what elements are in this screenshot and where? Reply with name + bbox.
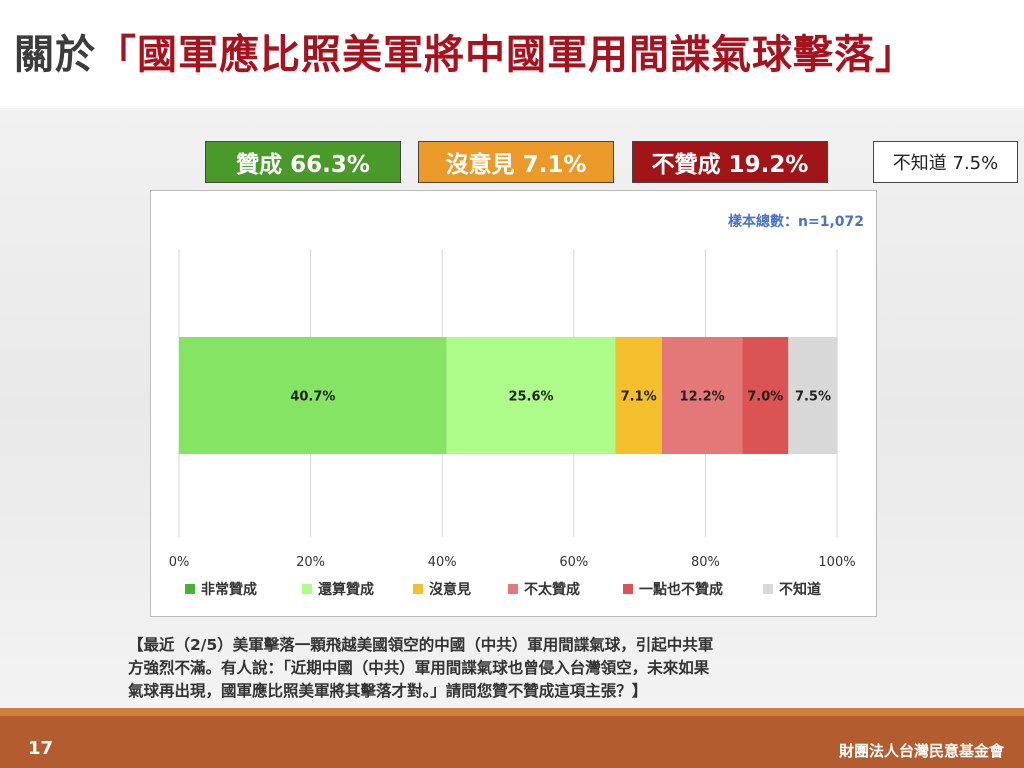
legend-swatch [185, 584, 195, 594]
x-tick-label: 0% [169, 555, 190, 570]
bar-segment [615, 337, 662, 454]
legend-label: 不太贊成 [524, 581, 580, 598]
bar-value-label: 7.1% [621, 390, 657, 405]
page-title: 關於「國軍應比照美軍將中國軍用間諜氣球擊落」 [14, 22, 916, 80]
bar-value-label: 40.7% [290, 390, 335, 405]
summary-neutral-box: 沒意見 7.1% [418, 141, 614, 183]
question-line-3: 氣球再出現，國軍應比照美軍將其擊落才對。」請問您贊不贊成這項主張？】 [128, 682, 648, 700]
stacked-bar-chart: 0% 20% 40% 60% 80% 100% 40.7% 25.6% 7.1% 12.2% 7.0… [169, 249, 856, 598]
x-tick-label: 60% [559, 555, 588, 570]
bar-segment [742, 337, 789, 454]
title-area: 關於「國軍應比照美軍將中國軍用間諜氣球擊落」 [0, 0, 1024, 108]
page-number: 17 [28, 738, 54, 759]
title-prefix: 關於 [14, 32, 96, 78]
summary-agree-box: 贊成 66.3% [205, 141, 401, 183]
legend-swatch [623, 584, 633, 594]
bar-segment [179, 337, 447, 454]
legend-label: 不知道 [779, 581, 821, 598]
organization-name: 財團法人台灣民意基金會 [838, 742, 1004, 760]
summary-disagree-box: 不贊成 19.2% [632, 141, 828, 183]
legend-label: 沒意見 [429, 581, 471, 598]
sample-size-label: 樣本總數：n=1,072 [728, 214, 864, 230]
legend-label: 非常贊成 [201, 581, 257, 598]
x-tick-label: 80% [691, 555, 720, 570]
bar-value-label: 7.5% [795, 390, 831, 405]
x-tick-label: 100% [818, 555, 855, 570]
legend-swatch [763, 584, 773, 594]
bar-segment [661, 337, 743, 454]
legend-swatch [413, 584, 423, 594]
footer-bar: 17 財團法人台灣民意基金會 [0, 708, 1024, 768]
legend-label: 一點也不贊成 [639, 581, 723, 598]
question-line-2: 方強烈不滿。有人說：「近期中國（中共）軍用間諜氣球也曾侵入台灣領空，未來如果 [128, 659, 710, 677]
chart-panel: 樣本總數：n=1,072 0% 20% 40% 60% 80% 100% 40.7% 25.6… [150, 190, 877, 617]
bar-segment [788, 337, 838, 454]
bar-value-label: 25.6% [508, 390, 553, 405]
bar-segment [446, 337, 616, 454]
question-text: 【最近（2/5）美軍擊落一顆飛越美國領空的中國（中共）軍用間諜氣球，引起中共軍 … [128, 634, 898, 703]
summary-unknown-box: 不知道 7.5% [873, 141, 1018, 183]
x-tick-label: 40% [428, 555, 457, 570]
question-line-1: 【最近（2/5）美軍擊落一顆飛越美國領空的中國（中共）軍用間諜氣球，引起中共軍 [128, 636, 714, 654]
bar-value-label: 7.0% [747, 390, 783, 405]
bar-value-label: 12.2% [680, 390, 725, 405]
title-main: 「國軍應比照美軍將中國軍用間諜氣球擊落」 [96, 32, 916, 78]
legend-swatch [508, 584, 518, 594]
legend-swatch [302, 584, 312, 594]
x-tick-label: 20% [296, 555, 325, 570]
legend-label: 還算贊成 [318, 581, 374, 598]
